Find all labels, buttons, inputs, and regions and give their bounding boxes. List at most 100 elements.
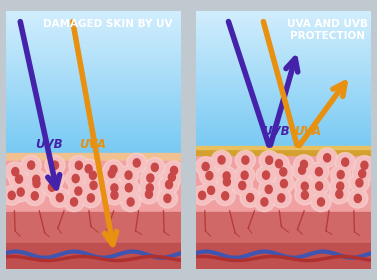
Polygon shape xyxy=(196,56,371,58)
Ellipse shape xyxy=(217,172,237,192)
Ellipse shape xyxy=(33,175,40,184)
Polygon shape xyxy=(6,56,181,58)
Ellipse shape xyxy=(164,194,171,202)
Ellipse shape xyxy=(42,178,62,197)
Polygon shape xyxy=(6,118,181,120)
Ellipse shape xyxy=(261,152,277,168)
Polygon shape xyxy=(6,103,181,105)
Polygon shape xyxy=(196,85,371,87)
Polygon shape xyxy=(196,29,371,31)
Polygon shape xyxy=(6,34,181,36)
Ellipse shape xyxy=(201,181,221,200)
Polygon shape xyxy=(6,212,181,243)
Polygon shape xyxy=(6,75,181,76)
Ellipse shape xyxy=(349,173,369,192)
Polygon shape xyxy=(196,49,371,51)
Polygon shape xyxy=(196,17,371,18)
Polygon shape xyxy=(6,84,181,86)
Polygon shape xyxy=(6,146,181,148)
Polygon shape xyxy=(6,67,181,69)
Polygon shape xyxy=(6,106,181,108)
Ellipse shape xyxy=(85,177,102,193)
Ellipse shape xyxy=(121,192,141,212)
Polygon shape xyxy=(196,31,371,33)
Polygon shape xyxy=(6,48,181,50)
Polygon shape xyxy=(6,20,181,22)
Ellipse shape xyxy=(274,174,294,193)
Ellipse shape xyxy=(336,190,343,198)
Ellipse shape xyxy=(247,193,254,202)
Polygon shape xyxy=(6,99,181,101)
Text: UVB: UVB xyxy=(35,138,63,151)
Ellipse shape xyxy=(337,154,354,170)
Ellipse shape xyxy=(118,165,139,185)
Ellipse shape xyxy=(331,165,351,184)
Ellipse shape xyxy=(331,186,348,202)
Ellipse shape xyxy=(202,162,209,171)
Polygon shape xyxy=(6,52,181,54)
Ellipse shape xyxy=(21,155,41,175)
Ellipse shape xyxy=(147,159,163,175)
Polygon shape xyxy=(6,11,181,13)
Polygon shape xyxy=(6,114,181,116)
Ellipse shape xyxy=(342,158,349,166)
Ellipse shape xyxy=(271,156,287,172)
Polygon shape xyxy=(196,94,371,96)
Ellipse shape xyxy=(256,165,276,185)
Polygon shape xyxy=(6,101,181,103)
Polygon shape xyxy=(196,78,371,80)
Ellipse shape xyxy=(106,180,123,196)
Ellipse shape xyxy=(337,182,344,190)
Polygon shape xyxy=(6,138,181,140)
Ellipse shape xyxy=(162,167,182,187)
Polygon shape xyxy=(196,118,371,119)
Ellipse shape xyxy=(211,150,231,170)
Ellipse shape xyxy=(273,162,293,181)
Ellipse shape xyxy=(276,176,292,192)
Ellipse shape xyxy=(223,172,230,180)
Ellipse shape xyxy=(104,185,124,205)
Polygon shape xyxy=(6,97,181,99)
Polygon shape xyxy=(196,112,371,114)
Ellipse shape xyxy=(68,181,89,201)
Ellipse shape xyxy=(125,171,132,179)
Polygon shape xyxy=(6,69,181,71)
Ellipse shape xyxy=(25,186,45,206)
Ellipse shape xyxy=(166,180,173,189)
Ellipse shape xyxy=(15,175,23,183)
Polygon shape xyxy=(196,47,371,49)
Polygon shape xyxy=(196,148,371,155)
Polygon shape xyxy=(196,152,371,154)
Ellipse shape xyxy=(110,165,117,174)
Ellipse shape xyxy=(44,169,64,188)
Polygon shape xyxy=(6,105,181,106)
Polygon shape xyxy=(6,131,181,133)
Polygon shape xyxy=(196,98,371,100)
Ellipse shape xyxy=(349,190,366,206)
Ellipse shape xyxy=(280,179,287,188)
Ellipse shape xyxy=(26,170,46,189)
Ellipse shape xyxy=(216,166,237,186)
Ellipse shape xyxy=(192,186,212,205)
Polygon shape xyxy=(6,150,181,151)
Polygon shape xyxy=(6,90,181,92)
Ellipse shape xyxy=(169,173,175,181)
Polygon shape xyxy=(6,82,181,84)
Polygon shape xyxy=(196,90,371,92)
Ellipse shape xyxy=(278,194,285,202)
Polygon shape xyxy=(6,159,181,161)
Ellipse shape xyxy=(348,189,368,208)
Ellipse shape xyxy=(319,150,336,166)
Ellipse shape xyxy=(222,192,229,200)
Polygon shape xyxy=(6,47,181,48)
Polygon shape xyxy=(6,64,181,65)
Ellipse shape xyxy=(111,184,118,192)
Ellipse shape xyxy=(359,170,366,178)
Polygon shape xyxy=(6,92,181,93)
Polygon shape xyxy=(196,148,371,150)
Polygon shape xyxy=(196,96,371,98)
Polygon shape xyxy=(196,154,371,155)
Polygon shape xyxy=(196,44,371,45)
Ellipse shape xyxy=(89,171,97,179)
Ellipse shape xyxy=(157,189,178,208)
